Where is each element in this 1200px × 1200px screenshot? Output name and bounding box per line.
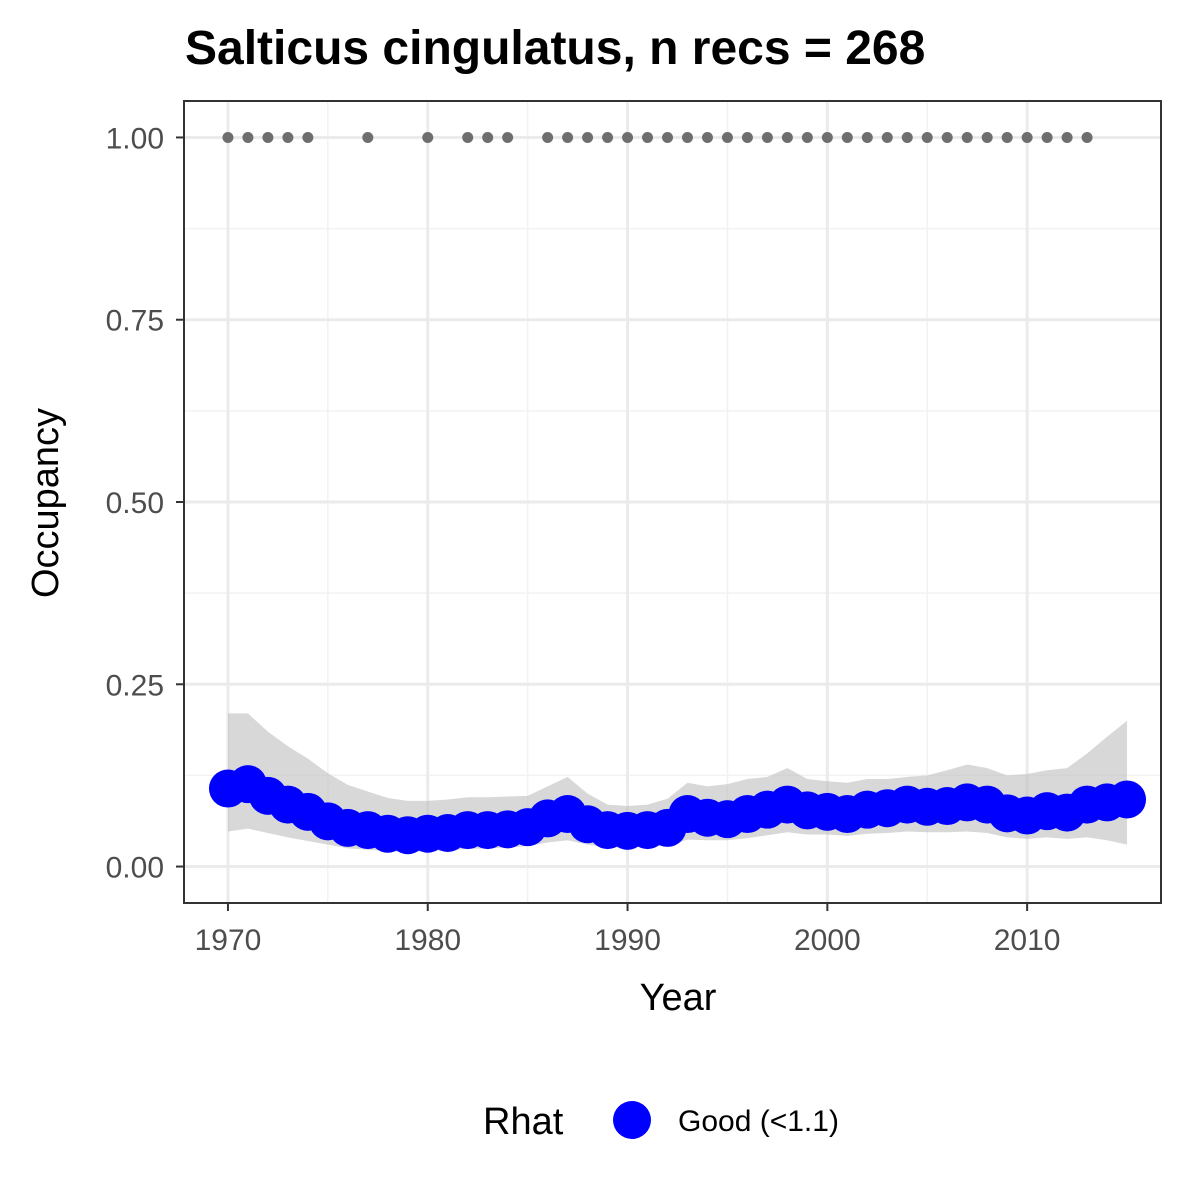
record-point: [582, 131, 594, 143]
y-tick-label: 0.75: [106, 305, 164, 338]
record-point: [642, 131, 654, 143]
record-point: [482, 131, 494, 143]
record-point: [821, 131, 833, 143]
record-point: [1041, 131, 1053, 143]
plot-panel: [183, 100, 1162, 904]
record-point: [881, 131, 893, 143]
y-tick-label: 1.00: [106, 122, 164, 155]
record-point: [362, 131, 374, 143]
record-point: [781, 131, 793, 143]
record-point: [262, 131, 274, 143]
record-point: [1061, 131, 1073, 143]
record-point: [242, 131, 254, 143]
x-tick-label: 2010: [994, 924, 1061, 957]
occupancy-points: [208, 765, 1147, 855]
x-tick-label: 2000: [794, 924, 861, 957]
y-axis-title: Occupancy: [25, 408, 67, 598]
record-point: [562, 131, 574, 143]
record-point: [1021, 131, 1033, 143]
record-point: [302, 131, 314, 143]
record-point: [721, 131, 733, 143]
record-point: [741, 131, 753, 143]
record-point: [841, 131, 853, 143]
record-point: [801, 131, 813, 143]
record-point: [901, 131, 913, 143]
record-point: [602, 131, 614, 143]
occupancy-point: [1108, 780, 1147, 819]
record-point: [701, 131, 713, 143]
record-point: [861, 131, 873, 143]
record-points: [222, 131, 1093, 143]
x-axis-title: Year: [640, 977, 717, 1019]
record-point: [1001, 131, 1013, 143]
record-point: [681, 131, 693, 143]
y-tick-label: 0.00: [106, 852, 164, 885]
record-point: [662, 131, 674, 143]
record-point: [422, 131, 434, 143]
x-tick-label: 1970: [195, 924, 262, 957]
x-tick-label: 1980: [394, 924, 461, 957]
y-axis: 0.00 0.25 0.50 0.75 1.00: [106, 122, 184, 885]
record-point: [222, 131, 234, 143]
record-point: [282, 131, 294, 143]
legend: Rhat Good (<1.1): [483, 1101, 839, 1143]
record-point: [502, 131, 514, 143]
y-tick-label: 0.25: [106, 669, 164, 702]
record-point: [542, 131, 554, 143]
record-point: [462, 131, 474, 143]
record-point: [961, 131, 973, 143]
record-point: [622, 131, 634, 143]
legend-title: Rhat: [483, 1101, 564, 1143]
record-point: [761, 131, 773, 143]
record-point: [1081, 131, 1093, 143]
grid-minor: [184, 101, 1161, 903]
legend-key-good: [613, 1101, 651, 1139]
x-tick-label: 1990: [594, 924, 661, 957]
x-axis: 1970 1980 1990 2000 2010: [195, 903, 1061, 957]
record-point: [941, 131, 953, 143]
record-point: [981, 131, 993, 143]
record-point: [921, 131, 933, 143]
legend-label-good: Good (<1.1): [678, 1105, 839, 1138]
y-tick-label: 0.50: [106, 487, 164, 520]
chart-title: Salticus cingulatus, n recs = 268: [185, 22, 925, 75]
